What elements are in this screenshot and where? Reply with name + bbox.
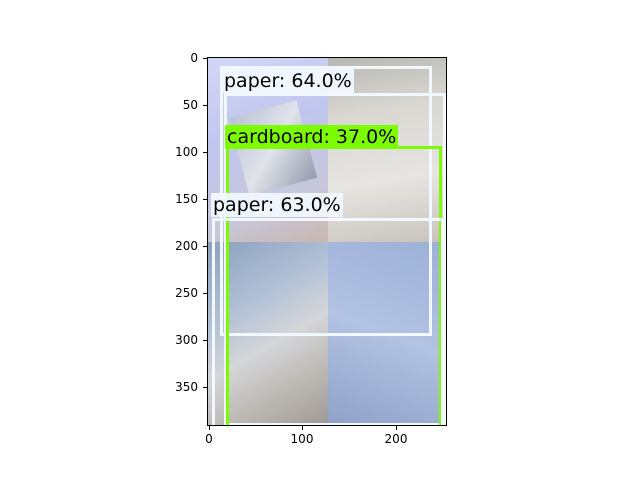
- x-tick-label: 200: [384, 432, 408, 446]
- x-tickmark: [209, 426, 210, 430]
- detection-label-paper-63: paper: 63.0%: [211, 193, 343, 217]
- x-tick-label: 100: [290, 432, 314, 446]
- axes-frame: [207, 57, 447, 426]
- image-axes: paper: 64.0% cardboard: 37.0% paper: 63.…: [208, 58, 447, 426]
- y-tickmark: [203, 58, 207, 59]
- y-tickmark: [203, 387, 207, 388]
- y-tick-label: 50: [182, 98, 198, 112]
- x-tick-label: 0: [205, 432, 213, 446]
- y-tick-label: 250: [175, 286, 198, 300]
- y-tickmark: [203, 105, 207, 106]
- x-tickmark: [396, 426, 397, 430]
- y-tickmark: [203, 293, 207, 294]
- y-tickmark: [203, 199, 207, 200]
- y-tickmark: [203, 152, 207, 153]
- detection-label-cardboard-37: cardboard: 37.0%: [225, 125, 399, 149]
- y-tick-label: 0: [190, 51, 198, 65]
- y-tick-label: 300: [175, 333, 198, 347]
- y-tickmark: [203, 246, 207, 247]
- detection-box-paper-1b: [224, 93, 446, 426]
- y-tick-label: 100: [175, 145, 198, 159]
- y-tick-label: 200: [175, 239, 198, 253]
- y-tickmark: [203, 340, 207, 341]
- x-tickmark: [302, 426, 303, 430]
- detection-label-paper-64: paper: 64.0%: [222, 69, 354, 93]
- y-tick-label: 350: [175, 380, 198, 394]
- y-tick-label: 150: [175, 192, 198, 206]
